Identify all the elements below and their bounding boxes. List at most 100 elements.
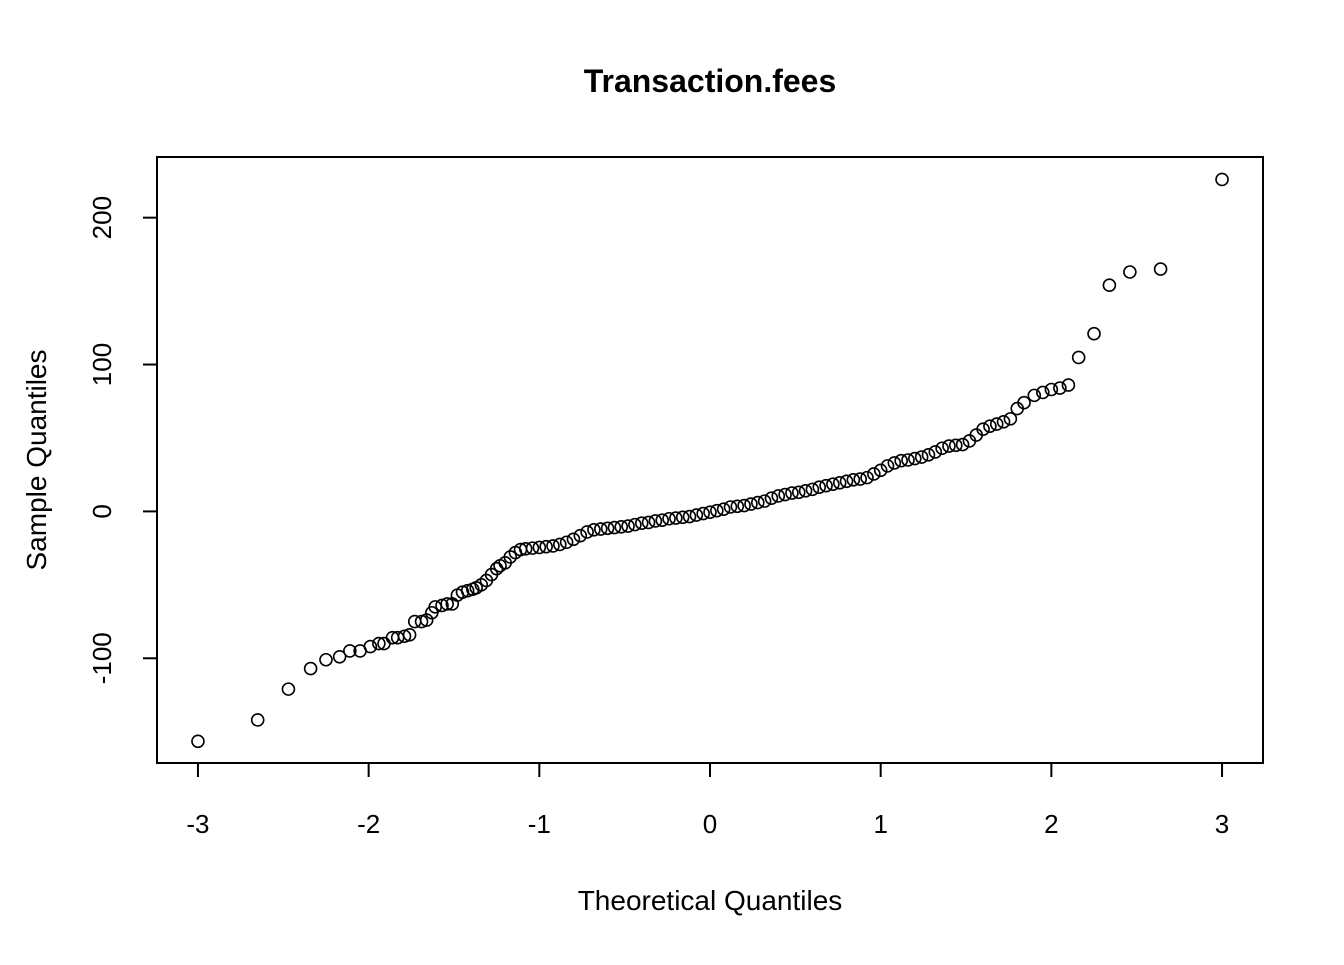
point (873, 463, 888, 478)
point (839, 474, 854, 489)
point (641, 515, 656, 530)
point (407, 614, 422, 629)
point (440, 597, 454, 611)
point (281, 682, 296, 696)
point (250, 713, 265, 727)
point (628, 517, 642, 532)
point (343, 644, 357, 658)
point (573, 528, 588, 543)
y-axis-label: Sample Quantiles (21, 349, 52, 570)
point (730, 499, 745, 514)
point (655, 513, 670, 528)
point (435, 598, 449, 613)
point (764, 491, 779, 505)
point (191, 734, 205, 749)
point (805, 482, 820, 497)
point (1102, 278, 1117, 293)
point (553, 537, 567, 552)
y-tick-label: 100 (87, 343, 117, 386)
x-tick-label: -1 (528, 809, 551, 839)
point (566, 532, 581, 547)
chart-title: Transaction.fees (584, 63, 837, 99)
point (1061, 378, 1076, 392)
point (593, 522, 608, 536)
point (778, 487, 792, 502)
x-axis-label: Theoretical Quantiles (578, 885, 843, 916)
point (696, 506, 710, 521)
point (1017, 395, 1031, 410)
x-tick-label: 1 (873, 809, 887, 839)
point (826, 477, 840, 492)
point (976, 422, 990, 436)
plot-frame (156, 156, 1264, 764)
point (662, 511, 676, 526)
point (675, 510, 690, 525)
y-tick-label: 0 (87, 504, 117, 518)
point (539, 539, 553, 554)
x-tick-label: 0 (703, 809, 717, 839)
point (1003, 412, 1018, 426)
point (723, 500, 738, 514)
point (853, 472, 867, 486)
y-tick-label: -100 (87, 632, 117, 684)
point (319, 652, 333, 667)
point (921, 448, 936, 462)
point (860, 470, 874, 485)
point (867, 467, 881, 481)
point (614, 520, 629, 534)
point (402, 627, 417, 642)
point (832, 475, 847, 490)
point (846, 473, 861, 487)
point (996, 415, 1011, 429)
x-tick-label: 2 (1044, 809, 1058, 839)
point (546, 539, 560, 553)
point (1215, 172, 1229, 187)
point (682, 509, 697, 524)
point (948, 438, 963, 453)
x-tick-label: -2 (357, 809, 380, 839)
point (703, 505, 717, 519)
point (580, 525, 594, 539)
point (600, 521, 615, 536)
point (414, 614, 429, 629)
x-tick-label: -3 (186, 809, 209, 839)
point (363, 639, 378, 654)
point (455, 585, 470, 599)
point (744, 497, 758, 511)
point (908, 451, 922, 466)
point (621, 519, 635, 533)
point (1044, 382, 1059, 397)
point (716, 502, 731, 517)
point (983, 419, 997, 434)
point (1071, 350, 1086, 365)
point (901, 453, 915, 467)
point (887, 456, 902, 470)
point (1053, 381, 1067, 395)
point (798, 484, 813, 498)
point (1153, 262, 1168, 276)
point (989, 417, 1004, 431)
point (894, 453, 908, 468)
point (372, 636, 386, 651)
point (955, 437, 970, 452)
point (525, 541, 540, 555)
point (532, 540, 547, 555)
point (648, 514, 663, 528)
point (397, 629, 412, 644)
point (303, 661, 318, 676)
point (914, 450, 929, 464)
point (332, 650, 347, 664)
point (1087, 326, 1101, 341)
point (928, 445, 943, 459)
point (785, 486, 799, 500)
point (634, 516, 649, 530)
point (689, 508, 704, 522)
point (518, 542, 533, 556)
point (559, 535, 574, 550)
point (710, 503, 724, 518)
point (750, 495, 765, 510)
point (460, 583, 475, 598)
x-tick-label: 3 (1215, 809, 1229, 839)
